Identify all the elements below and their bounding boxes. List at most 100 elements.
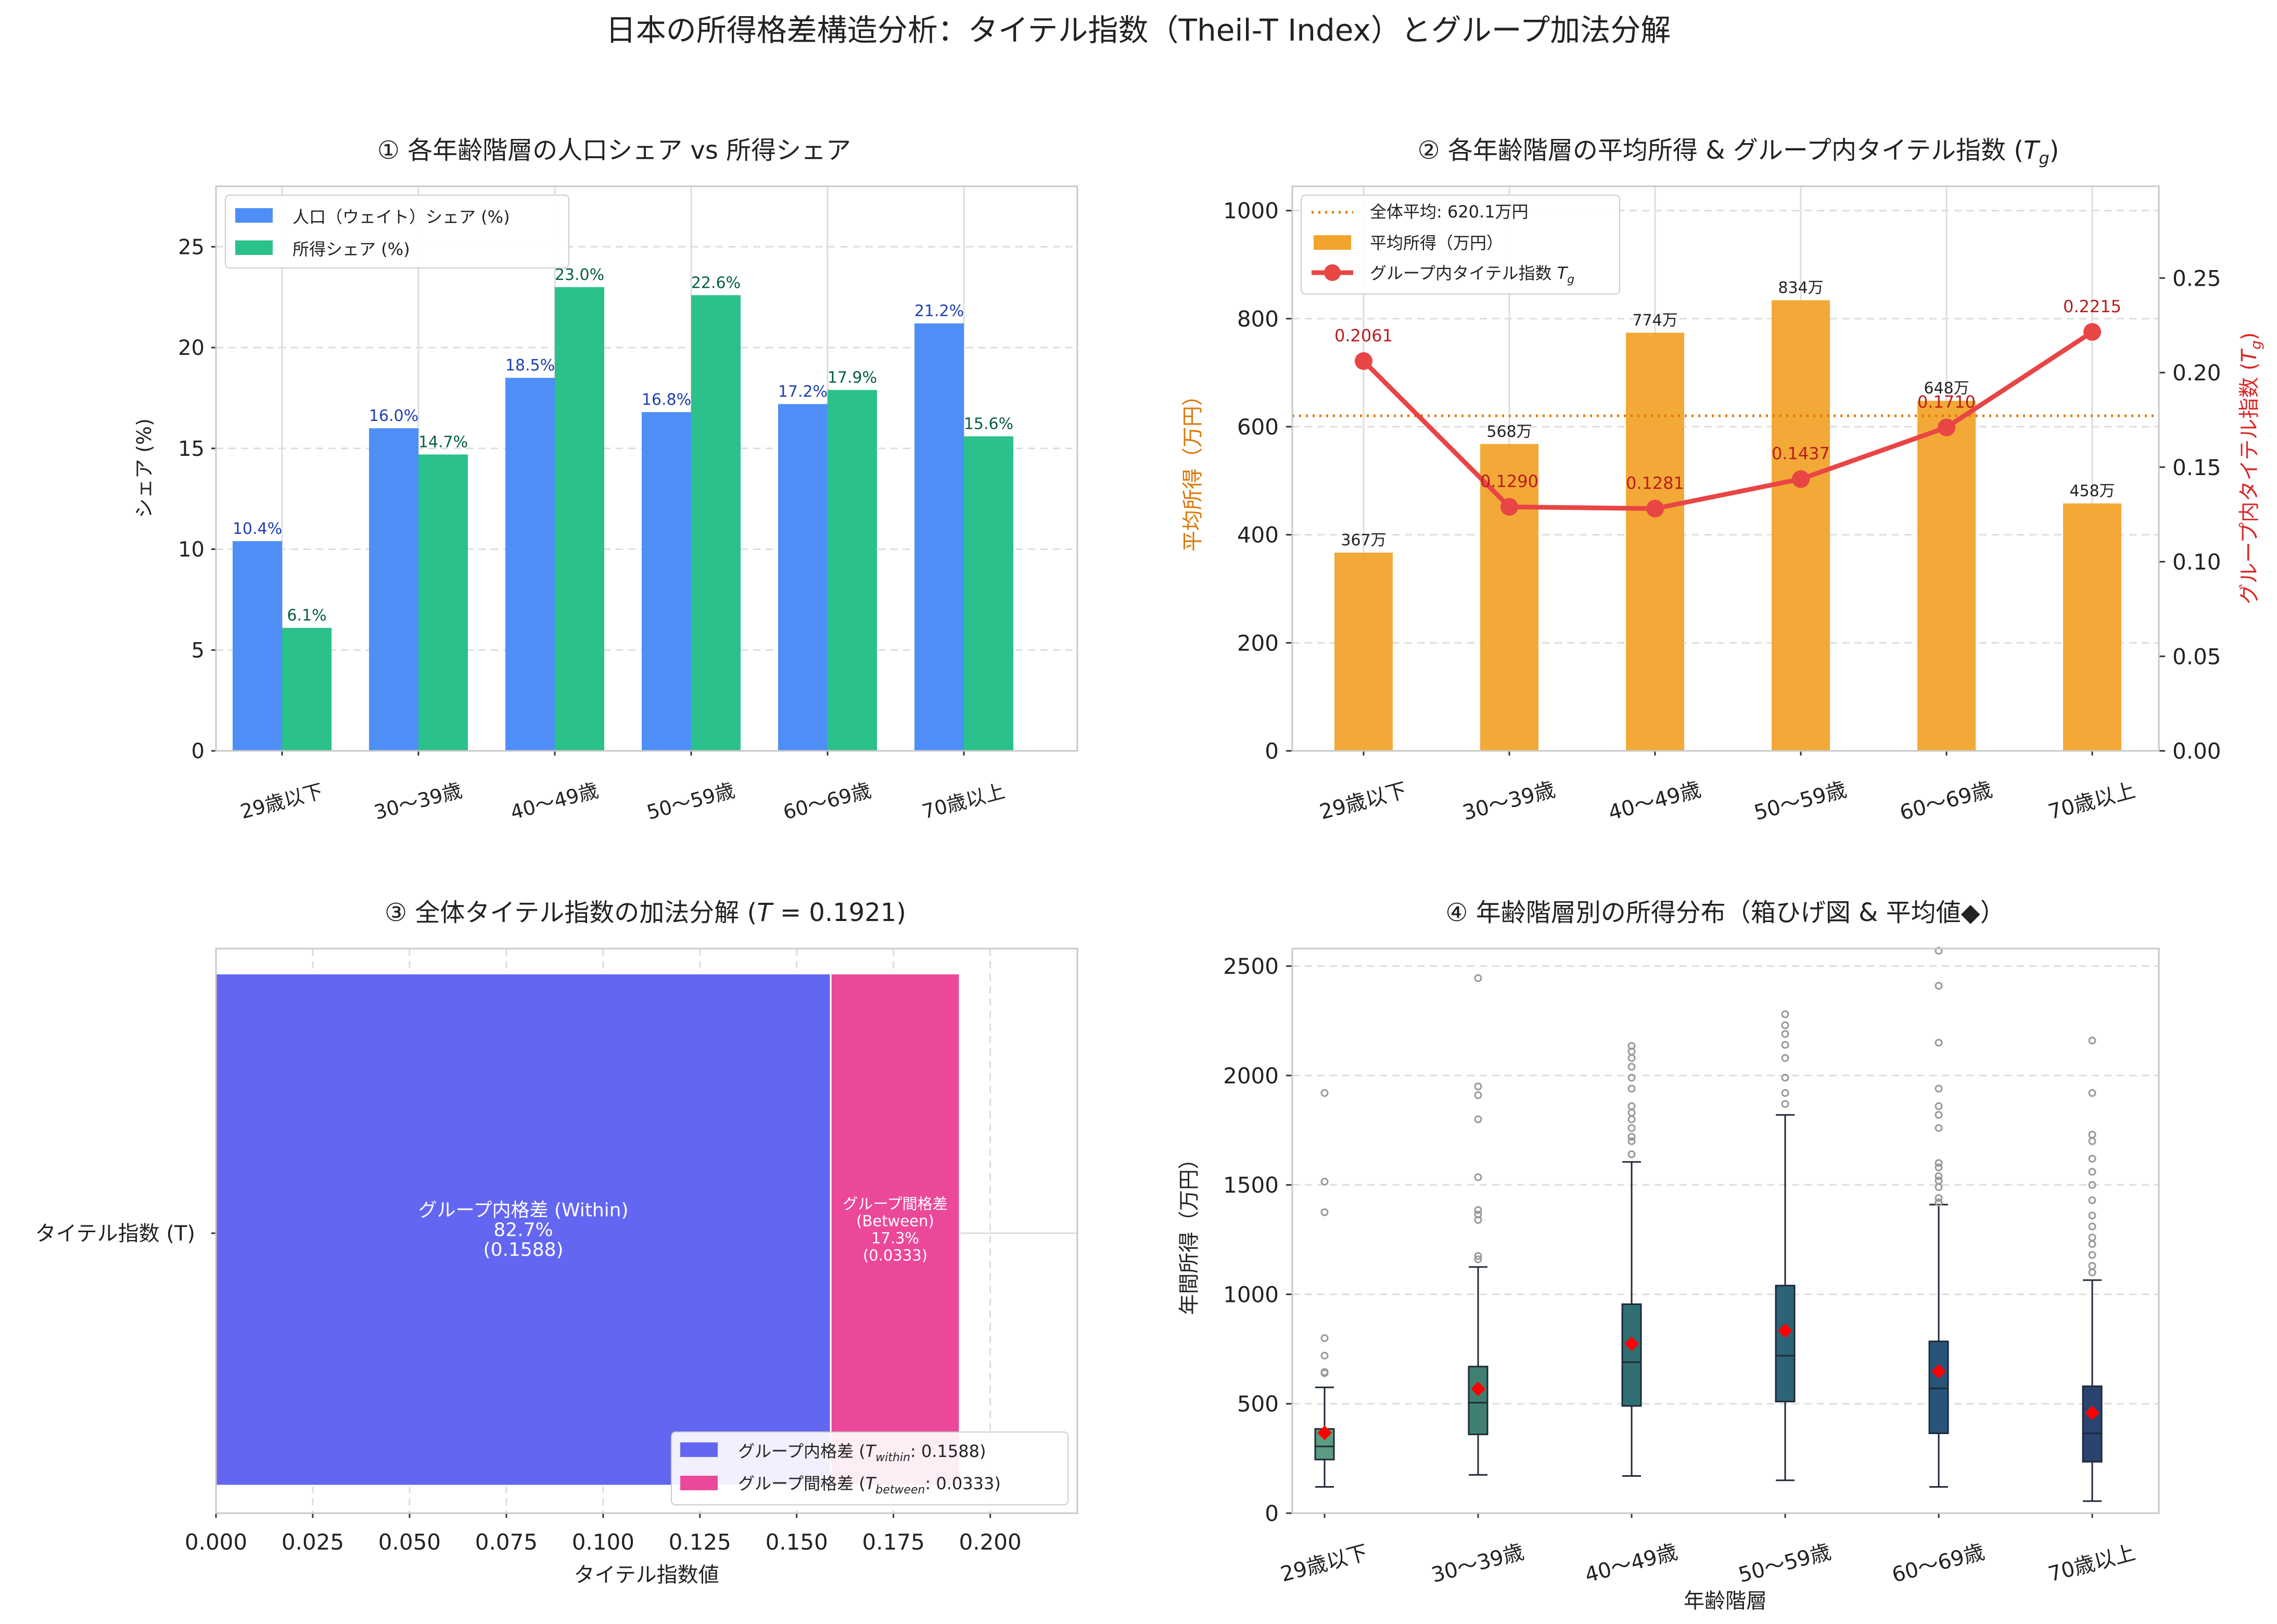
chart1-y-tick-label: 25 [178,235,205,259]
chart1-legend-swatch-population [235,208,273,223]
chart3-x-tick-label: 0.100 [572,1529,634,1555]
chart2-bar-data-label: 774万 [1632,311,1677,329]
chart1-frame [215,185,1078,752]
chart1-y-tick-label: 5 [192,638,205,662]
chart1-bar-population [233,541,282,751]
chart2-right-y-tick-label: 0.00 [2172,738,2221,764]
chart4-outlier [1320,1208,1329,1217]
chart1-legend: 人口（ウェイト）シェア (%) 所得シェア (%) [225,195,569,268]
chart3-segment-label-between: グループ間格差(Between) 17.3% (0.0333) [843,1195,947,1264]
chart3-segment-label-line: (0.1588) [484,1239,564,1261]
chart1-y-tick-label: 15 [178,437,205,461]
chart4-outlier [1627,1063,1636,1071]
chart3-y-category-label: タイテル指数 (T) [35,1222,195,1246]
chart1-legend-box [225,195,569,268]
chart2-theil-data-label: 0.1290 [1480,471,1538,491]
chart4-outlier [2088,1137,2096,1145]
chart4-outlier [1474,974,1482,982]
chart1-bar-population [505,378,555,751]
chart2-x-tick-label: 70歳以上 [2046,778,2138,825]
chart4-outlier [1474,1082,1482,1091]
chart4-outlier [1935,1102,1943,1110]
chart3-title-main: ③ 全体タイテル指数の加法分解 ( [385,898,757,927]
chart2-theil-marker [1792,470,1810,488]
chart2-left-y-tick-label: 1000 [1223,198,1279,224]
chart2-legend-label-mean: 全体平均: 620.1万円 [1370,202,1529,222]
chart4-outlier [1474,1210,1482,1219]
chart4-box [1928,1340,1949,1435]
chart4-y-tick-label: 500 [1237,1391,1279,1417]
chart1-x-tick-label: 60〜69歳 [781,779,873,824]
chart1-bar-income [691,295,741,751]
chart3-x-tick-label: 0.075 [475,1529,538,1555]
chart1-legend-label-population: 人口（ウェイト）シェア (%) [292,207,510,227]
chart4-outlier [1935,1159,1943,1167]
chart4-outlier [1320,1334,1329,1342]
chart1-bar-income [418,454,468,751]
chart4-outlier [2088,1196,2096,1205]
chart4-outlier [1474,1252,1482,1260]
chart1-bar-population [369,428,418,751]
chart3-title-var: T [757,898,774,927]
chart3-x-tick-label: 0.125 [669,1529,731,1555]
chart1-bar-population [642,412,691,751]
chart4-y-ticks: 0 500 1000 1500 2000 2500 [1223,954,1292,1526]
chart4-y-tick-label: 1000 [1223,1282,1279,1307]
chart-avg-income-theil: ② 各年齢階層の平均所得 & グループ内タイテル指数 (Tg) 367万568万… [1181,136,2265,825]
chart4-outlier [2088,1155,2096,1163]
chart1-data-label-population: 18.5% [505,356,555,375]
chart2-bar-avg-income [1772,300,1830,751]
chart4-outlier [1935,1177,1943,1185]
chart2-title-sub: g [2039,148,2049,168]
chart3-title-end: = 0.1921) [772,898,906,927]
chart3-legend-label-between: グループ間格差 (Tbetween: 0.0333) [738,1474,1001,1497]
chart1-y-ticks: 0 5 10 15 20 25 [178,235,216,763]
chart3-legend-label-between-end: : 0.0333) [925,1474,1000,1493]
chart2-theil-marker [2083,323,2101,341]
chart3-legend-label-within-sub: within [875,1451,910,1464]
chart4-outlier [2088,1268,2096,1276]
chart4-outlier [1474,1206,1482,1214]
chart2-legend-swatch-marker [1324,264,1341,281]
chart3-x-tick-label: 0.150 [766,1529,828,1555]
chart1-bar-population [914,323,964,751]
chart4-outlier [2088,1251,2096,1259]
chart3-segment-label-within: グループ内格差 (Within) 82.7% (0.1588) [418,1200,629,1261]
chart4-outlier [1781,1010,1789,1018]
chart3-segment-label-line: グループ内格差 (Within) [418,1200,629,1221]
chart2-legend-label-line: グループ内タイテル指数 Tg [1370,263,1574,286]
chart4-outlier [2088,1240,2096,1248]
chart4-outlier [1627,1150,1636,1158]
chart4-outlier [1935,1198,1943,1207]
chart3-legend-box [671,1431,1068,1505]
chart2-bar-data-label: 568万 [1486,423,1532,441]
chart1-bars: 10.4% 16.0% 18.5% 16.8% 17.2% 21.2% 6.1% 14.7% 2… [233,266,1013,751]
chart1-x-tick-label: 29歳以下 [238,779,325,824]
chart4-outlier [1320,1351,1329,1360]
chart3-segment-label-line: (0.0333) [863,1247,927,1264]
chart4-outlier [2088,1130,2096,1139]
chart1-bar-income [964,436,1013,751]
chart4-outlier [1474,1115,1482,1123]
chart1-data-label-population: 16.0% [369,407,418,425]
chart1-bar-population [778,404,828,751]
chart2-bar-data-label: 458万 [2069,482,2115,500]
chart2-bar-data-label: 648万 [1924,379,1969,398]
chart3-x-tick-label: 0.050 [378,1529,441,1555]
chart4-x-axis-label: 年齢階層 [1684,1589,1767,1613]
chart1-data-label-population: 21.2% [914,302,964,321]
chart4-outlier [2088,1233,2096,1242]
chart2-x-tick-label: 40〜49歳 [1606,777,1703,825]
chart-theil-decomposition: ③ 全体タイテル指数の加法分解 (T = 0.1921) グループ内格差 (Wi… [35,898,1078,1587]
chart2-bar-avg-income [1626,333,1684,751]
chart4-outlier [1627,1133,1636,1141]
chart4-box [1621,1303,1642,1407]
chart4-outlier [2088,1262,2096,1270]
chart4-y-tick-label: 1500 [1223,1172,1279,1198]
chart4-outlier [1474,1173,1482,1181]
chart3-legend-swatch-between [680,1476,718,1490]
chart1-y-tick-label: 0 [192,739,205,763]
figure-title: 日本の所得格差構造分析：タイテル指数（Theil-T Index）とグループ加法… [606,12,1671,48]
chart2-right-y-tick-label: 0.15 [2172,455,2221,480]
chart4-mean-marker [1471,1382,1485,1397]
